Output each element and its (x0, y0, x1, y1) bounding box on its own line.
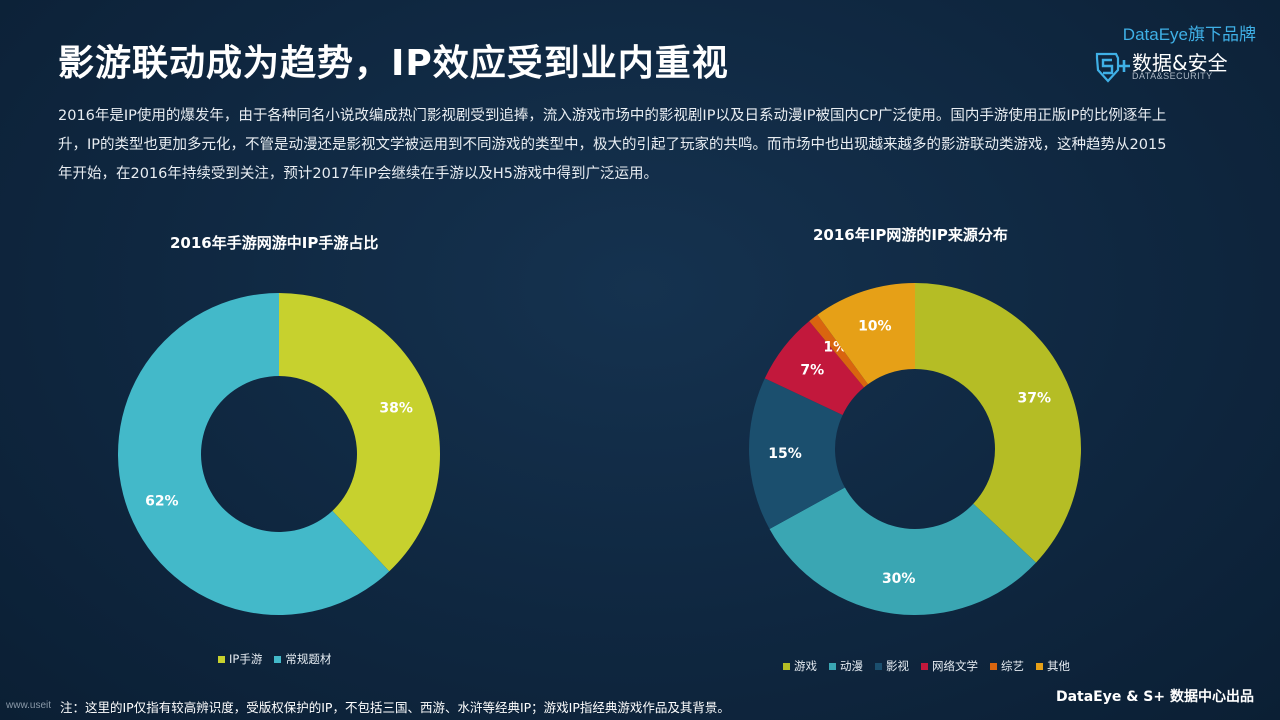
intro-paragraph: 2016年是IP使用的爆发年，由于各种同名小说改编成热门影视剧受到追捧，流入游戏… (58, 108, 1167, 182)
donut-slice-网络文学 (764, 321, 865, 415)
legend-item-影视: 影视 (875, 658, 909, 674)
legend-swatch (875, 662, 882, 670)
chart-title-ip-source: 2016年IP网游的IP来源分布 (813, 226, 1008, 244)
data-label-动漫: 30% (882, 571, 916, 587)
legend-label: 常规题材 (285, 652, 332, 666)
legend-label: 游戏 (794, 659, 817, 673)
donut-slice-其他 (817, 283, 915, 385)
legend-swatch (990, 662, 997, 670)
watermark-text: www.useit (6, 700, 52, 711)
legend-label: 影视 (886, 659, 909, 673)
data-label-网络文学: 7% (800, 362, 824, 378)
legend-swatch (783, 662, 790, 670)
legend-ip-source: 游戏 动漫 影视 网络文学 综艺 其他 (783, 658, 1070, 674)
donut-chart-ip-source: 37%30%15%7%1%10% (749, 283, 1081, 615)
data-label-IP手游: 38% (379, 401, 413, 417)
data-label-其他: 10% (858, 318, 892, 334)
legend-item-IP手游: IP手游 (218, 651, 262, 667)
legend-label: 动漫 (840, 659, 863, 673)
legend-label: 其他 (1047, 659, 1070, 673)
legend-item-网络文学: 网络文学 (921, 658, 978, 674)
legend-swatch (1036, 662, 1043, 670)
donut-chart-ip-share: 38% 62% (118, 293, 441, 615)
brand-sub: DATA&SECURITY (1132, 71, 1213, 81)
legend-item-游戏: 游戏 (783, 658, 817, 674)
brand-tagline: DataEye旗下品牌 (1122, 25, 1256, 44)
legend-item-其他: 其他 (1036, 658, 1070, 674)
data-label-影视: 15% (768, 446, 802, 462)
legend-swatch (921, 662, 928, 670)
footer-credit: DataEye & S+ 数据中心出品 (1055, 689, 1254, 705)
legend-label: 网络文学 (932, 659, 978, 673)
chart-title-ip-share: 2016年手游网游中IP手游占比 (170, 234, 379, 252)
legend-item-动漫: 动漫 (829, 658, 863, 674)
donut-slice-IP手游 (279, 293, 441, 572)
donut-slice-影视 (749, 378, 845, 529)
legend-ip-share: IP手游 常规题材 (218, 651, 331, 667)
legend-swatch (829, 662, 836, 670)
page-title: 影游联动成为趋势，IP效应受到业内重视 (58, 43, 729, 84)
donut-slice-综艺 (809, 314, 868, 388)
legend-swatch (218, 655, 225, 663)
brand-name: 数据&安全 (1132, 51, 1228, 75)
s-plus-shield-icon (1095, 52, 1130, 83)
footnote: 注：这里的IP仅指有较高辨识度，受版权保护的IP，不包括三国、西游、水浒等经典I… (60, 700, 730, 715)
legend-item-常规题材: 常规题材 (274, 651, 331, 667)
data-label-游戏: 37% (1018, 390, 1052, 406)
legend-swatch (274, 655, 282, 663)
donut-slice-游戏 (915, 283, 1081, 563)
data-label-常规题材: 62% (145, 493, 179, 509)
legend-label: 综艺 (1001, 659, 1024, 673)
donut-slice-常规题材 (118, 293, 390, 615)
brand-block: DataEye旗下品牌 数据&安全 DATA&SECURITY (1056, 20, 1256, 90)
legend-item-综艺: 综艺 (990, 658, 1024, 674)
legend-label: IP手游 (229, 652, 263, 666)
donut-slice-动漫 (769, 487, 1037, 615)
